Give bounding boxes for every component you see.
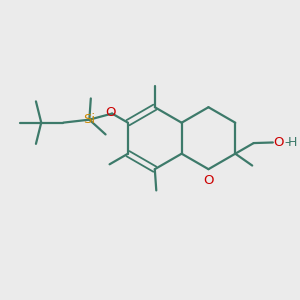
Text: H: H xyxy=(288,136,298,149)
Text: O: O xyxy=(274,136,284,149)
Text: Si: Si xyxy=(83,113,95,126)
Text: O: O xyxy=(105,106,116,119)
Text: –: – xyxy=(284,136,290,149)
Text: O: O xyxy=(203,175,214,188)
